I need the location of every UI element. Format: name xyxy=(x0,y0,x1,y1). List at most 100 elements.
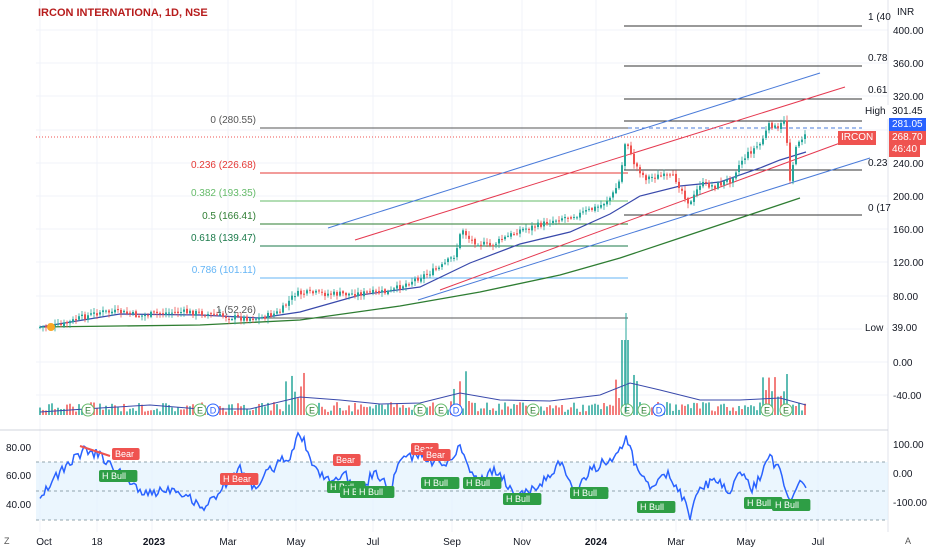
bear-divergence-label[interactable]: Bear xyxy=(423,449,451,461)
candle-body xyxy=(108,310,110,313)
svg-text:E: E xyxy=(783,406,789,416)
earnings-marker[interactable]: E xyxy=(434,403,448,417)
candle-body xyxy=(468,235,470,239)
candle-body xyxy=(117,309,119,311)
fib-retracement-right[interactable] xyxy=(624,25,862,216)
candle-body xyxy=(342,291,344,294)
candle-body xyxy=(675,173,677,183)
candle-body xyxy=(543,221,545,227)
volume-bar xyxy=(570,407,572,415)
bull-divergence-label[interactable]: H Bull xyxy=(99,470,138,482)
candle-body xyxy=(138,316,140,318)
candle-body xyxy=(696,189,698,196)
volume-bar xyxy=(693,402,695,415)
volume-bar xyxy=(111,403,113,415)
candle-body xyxy=(507,235,509,237)
candle-body xyxy=(636,163,638,167)
candle-body xyxy=(174,311,176,313)
candle-body xyxy=(621,165,623,182)
fib-right-label: 0.61 xyxy=(868,85,888,96)
rsi-right-axis[interactable]: 100.00 0.00 -100.00 xyxy=(893,440,927,509)
earnings-marker[interactable]: E xyxy=(637,403,651,417)
volume-bar xyxy=(498,403,500,415)
bull-divergence-label[interactable]: H Bull xyxy=(637,501,676,513)
bear-divergence-label[interactable]: H Bear xyxy=(220,473,259,485)
candle-body xyxy=(264,316,266,319)
volume-bar xyxy=(624,340,626,415)
parallel-channel-blue[interactable] xyxy=(327,72,871,301)
bear-divergence-label[interactable]: Bear xyxy=(112,448,140,460)
bull-divergence-label[interactable]: H Bull xyxy=(421,477,460,489)
dividend-marker[interactable]: D xyxy=(449,403,463,417)
bull-divergence-label[interactable]: H Bull xyxy=(772,499,811,511)
volume-bar xyxy=(246,408,248,415)
auto-scale-button[interactable]: A xyxy=(905,536,912,546)
candle-body xyxy=(516,233,518,235)
volume-bar xyxy=(783,391,785,415)
svg-text:H Bull: H Bull xyxy=(506,494,530,504)
volume-bar xyxy=(339,407,341,415)
volume-bar xyxy=(429,406,431,415)
candle-body xyxy=(234,315,236,320)
bear-divergence-label[interactable]: Bear xyxy=(333,454,361,466)
earnings-marker[interactable]: E xyxy=(305,403,319,417)
volume-bar xyxy=(300,386,302,415)
candle-body xyxy=(192,310,194,316)
bull-divergence-label[interactable]: H Bull xyxy=(356,486,395,498)
bull-divergence-label[interactable]: H Bull xyxy=(503,493,542,505)
volume-bar xyxy=(540,406,542,415)
currency-label[interactable]: INR xyxy=(897,7,915,18)
bull-divergence-label[interactable]: H Bull xyxy=(570,487,609,499)
candle-body xyxy=(555,220,557,222)
time-axis[interactable]: Oct 18 2023 Mar May Jul Sep Nov 2024 Mar May Jul xyxy=(36,537,824,548)
svg-text:Bear: Bear xyxy=(115,449,134,459)
earnings-marker[interactable]: E xyxy=(526,403,540,417)
svg-text:H Bull: H Bull xyxy=(424,478,448,488)
svg-text:D: D xyxy=(453,406,460,416)
volume-bar xyxy=(732,407,734,415)
time-tick: Nov xyxy=(513,537,531,548)
earnings-marker[interactable]: E xyxy=(81,403,95,417)
dividend-marker[interactable]: D xyxy=(206,403,220,417)
candle-body xyxy=(420,278,422,282)
candle-body xyxy=(249,318,251,321)
volume-bar xyxy=(750,405,752,415)
earnings-marker[interactable]: E xyxy=(779,403,793,417)
candle-body xyxy=(63,322,65,327)
candle-body xyxy=(552,220,554,224)
candle-body xyxy=(588,208,590,210)
candle-body xyxy=(312,291,314,294)
volume-bar xyxy=(225,411,227,415)
volume-bar xyxy=(504,402,506,415)
symbol-title[interactable]: IRCON INTERNATIONA, 1D, NSE xyxy=(38,7,208,19)
earnings-marker[interactable]: E xyxy=(620,403,634,417)
candle-body xyxy=(387,290,389,295)
svg-text:E: E xyxy=(85,406,91,416)
rsi-right-tick: 100.00 xyxy=(893,440,924,451)
volume-bar xyxy=(573,402,575,415)
fib-retracement-left[interactable] xyxy=(260,127,628,319)
earnings-marker[interactable]: E xyxy=(413,403,427,417)
dividend-marker[interactable]: D xyxy=(652,403,666,417)
price-axis[interactable]: 400.00360.00320.00280.00240.00200.00160.… xyxy=(893,26,924,402)
parallel-channel-red[interactable] xyxy=(354,86,871,291)
candle-body xyxy=(222,313,224,317)
zoom-button[interactable]: Z xyxy=(4,536,10,546)
volume-bar xyxy=(753,406,755,415)
fib-left-label: 0 (280.55) xyxy=(210,115,256,126)
volume-bar xyxy=(483,408,485,415)
volume-bar xyxy=(741,409,743,415)
volume-bar xyxy=(795,406,797,415)
candle-body xyxy=(54,324,56,327)
candle-body xyxy=(159,312,161,314)
bull-divergence-label[interactable]: H Bull xyxy=(463,477,502,489)
earnings-marker[interactable]: E xyxy=(193,403,207,417)
chart-grid xyxy=(36,0,888,532)
candle-body xyxy=(573,216,575,218)
candle-body xyxy=(651,176,653,178)
svg-text:H Bull: H Bull xyxy=(359,487,383,497)
earnings-marker[interactable]: E xyxy=(760,403,774,417)
candle-body xyxy=(363,291,365,297)
candle-body xyxy=(720,182,722,186)
